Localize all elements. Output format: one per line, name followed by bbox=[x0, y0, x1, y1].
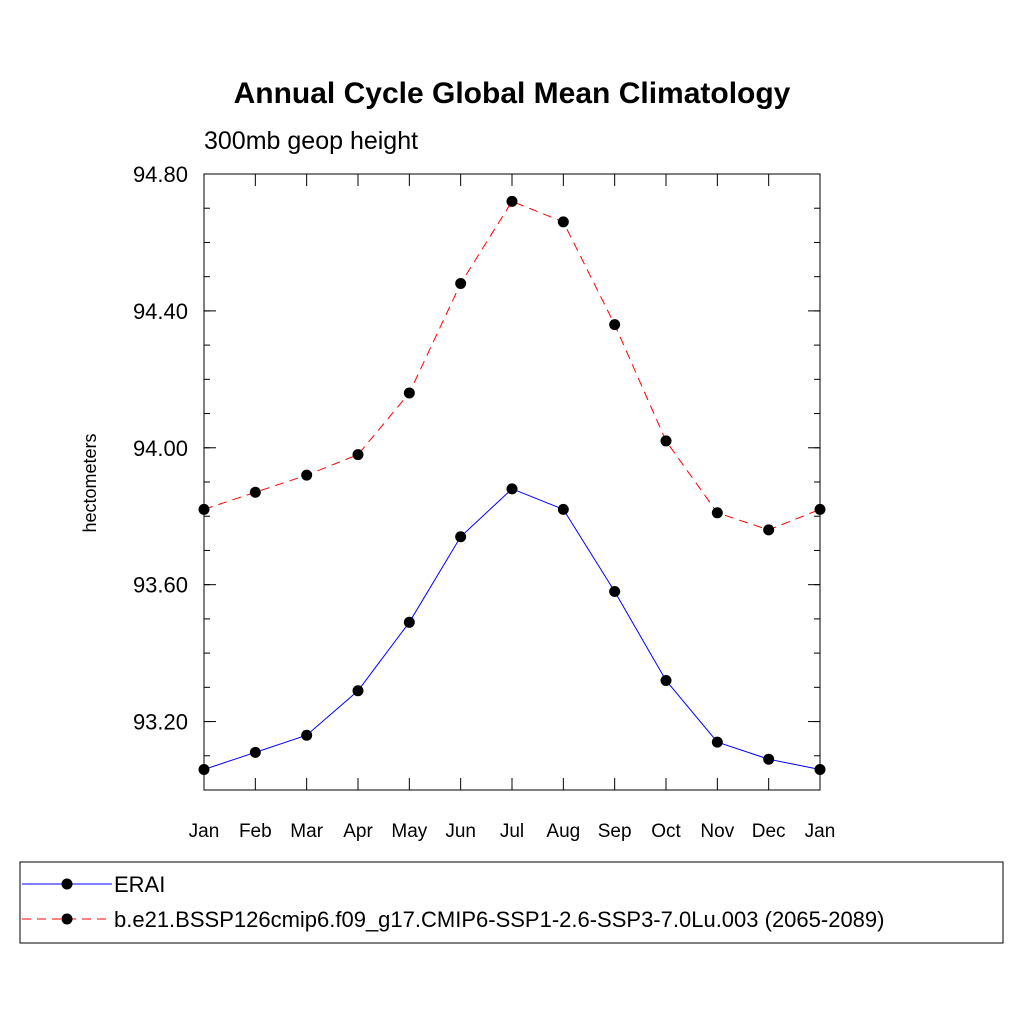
series-2-point bbox=[609, 319, 621, 331]
series-2-point bbox=[403, 387, 415, 399]
chart-subtitle: 300mb geop height bbox=[204, 127, 418, 155]
series-2-point bbox=[198, 503, 210, 515]
x-tick-label: Mar bbox=[290, 821, 323, 842]
series-1-point bbox=[660, 674, 672, 686]
legend-marker-2 bbox=[61, 913, 73, 925]
x-tick-label: Oct bbox=[651, 821, 681, 842]
x-tick-label: Aug bbox=[546, 821, 580, 842]
x-tick-label: Feb bbox=[239, 821, 272, 842]
series-layer bbox=[198, 195, 826, 775]
y-tick-label: 94.80 bbox=[133, 162, 188, 187]
series-2-point bbox=[301, 469, 313, 481]
series-2-point bbox=[814, 503, 826, 515]
x-tick-label: Nov bbox=[700, 821, 734, 842]
legend-marker-1 bbox=[61, 878, 73, 890]
y-axis-label: hectometers bbox=[80, 433, 100, 532]
y-tick-label: 93.60 bbox=[133, 573, 188, 598]
series-1-point bbox=[557, 503, 569, 515]
x-tick-label: Jul bbox=[500, 821, 524, 842]
series-1-point bbox=[198, 763, 210, 775]
series-1-point bbox=[352, 685, 364, 697]
series-2-point bbox=[506, 195, 518, 207]
x-tick-label: May bbox=[391, 821, 427, 842]
x-tick-label: Jun bbox=[445, 821, 476, 842]
series-2-point bbox=[660, 435, 672, 447]
x-tick-label: Apr bbox=[343, 821, 373, 842]
y-tick-label: 94.00 bbox=[133, 436, 188, 461]
y-tick-label: 94.40 bbox=[133, 299, 188, 324]
legend-box bbox=[19, 861, 1004, 944]
plot-frame bbox=[203, 173, 821, 791]
series-line-1 bbox=[203, 488, 821, 770]
series-2-point bbox=[352, 449, 364, 461]
series-1-point bbox=[814, 763, 826, 775]
y-tick-label: 93.20 bbox=[133, 710, 188, 735]
x-tick-label: Sep bbox=[598, 821, 632, 842]
series-line-2 bbox=[203, 200, 821, 531]
series-2-point bbox=[557, 216, 569, 228]
series-1-point bbox=[249, 746, 261, 758]
series-1-point bbox=[403, 616, 415, 628]
legend: ERAI b.e21.BSSP126cmip6.f09_g17.CMIP6-SSP… bbox=[19, 861, 1004, 944]
chart-title: Annual Cycle Global Mean Climatology bbox=[234, 77, 791, 110]
series-2-point bbox=[455, 278, 467, 290]
series-2-point bbox=[711, 507, 723, 519]
series-2-point bbox=[249, 486, 261, 498]
x-tick-label: Jan bbox=[189, 821, 220, 842]
series-1-point bbox=[763, 753, 775, 765]
x-tick-label: Jan bbox=[805, 821, 836, 842]
x-tick-label: Dec bbox=[752, 821, 786, 842]
series-1-point bbox=[711, 736, 723, 748]
series-1-point bbox=[609, 586, 621, 598]
series-1-point bbox=[301, 729, 313, 741]
plot-axes: Jan Feb Mar Apr May Jun Jul Aug Sep Oct Nov Dec Jan 9… bbox=[133, 162, 835, 842]
series-1-point bbox=[455, 531, 467, 543]
series-2-point bbox=[763, 524, 775, 536]
legend-label-2: b.e21.BSSP126cmip6.f09_g17.CMIP6-SSP1-2.… bbox=[114, 907, 884, 932]
series-1-point bbox=[506, 483, 518, 495]
legend-label-1: ERAI bbox=[114, 872, 165, 897]
